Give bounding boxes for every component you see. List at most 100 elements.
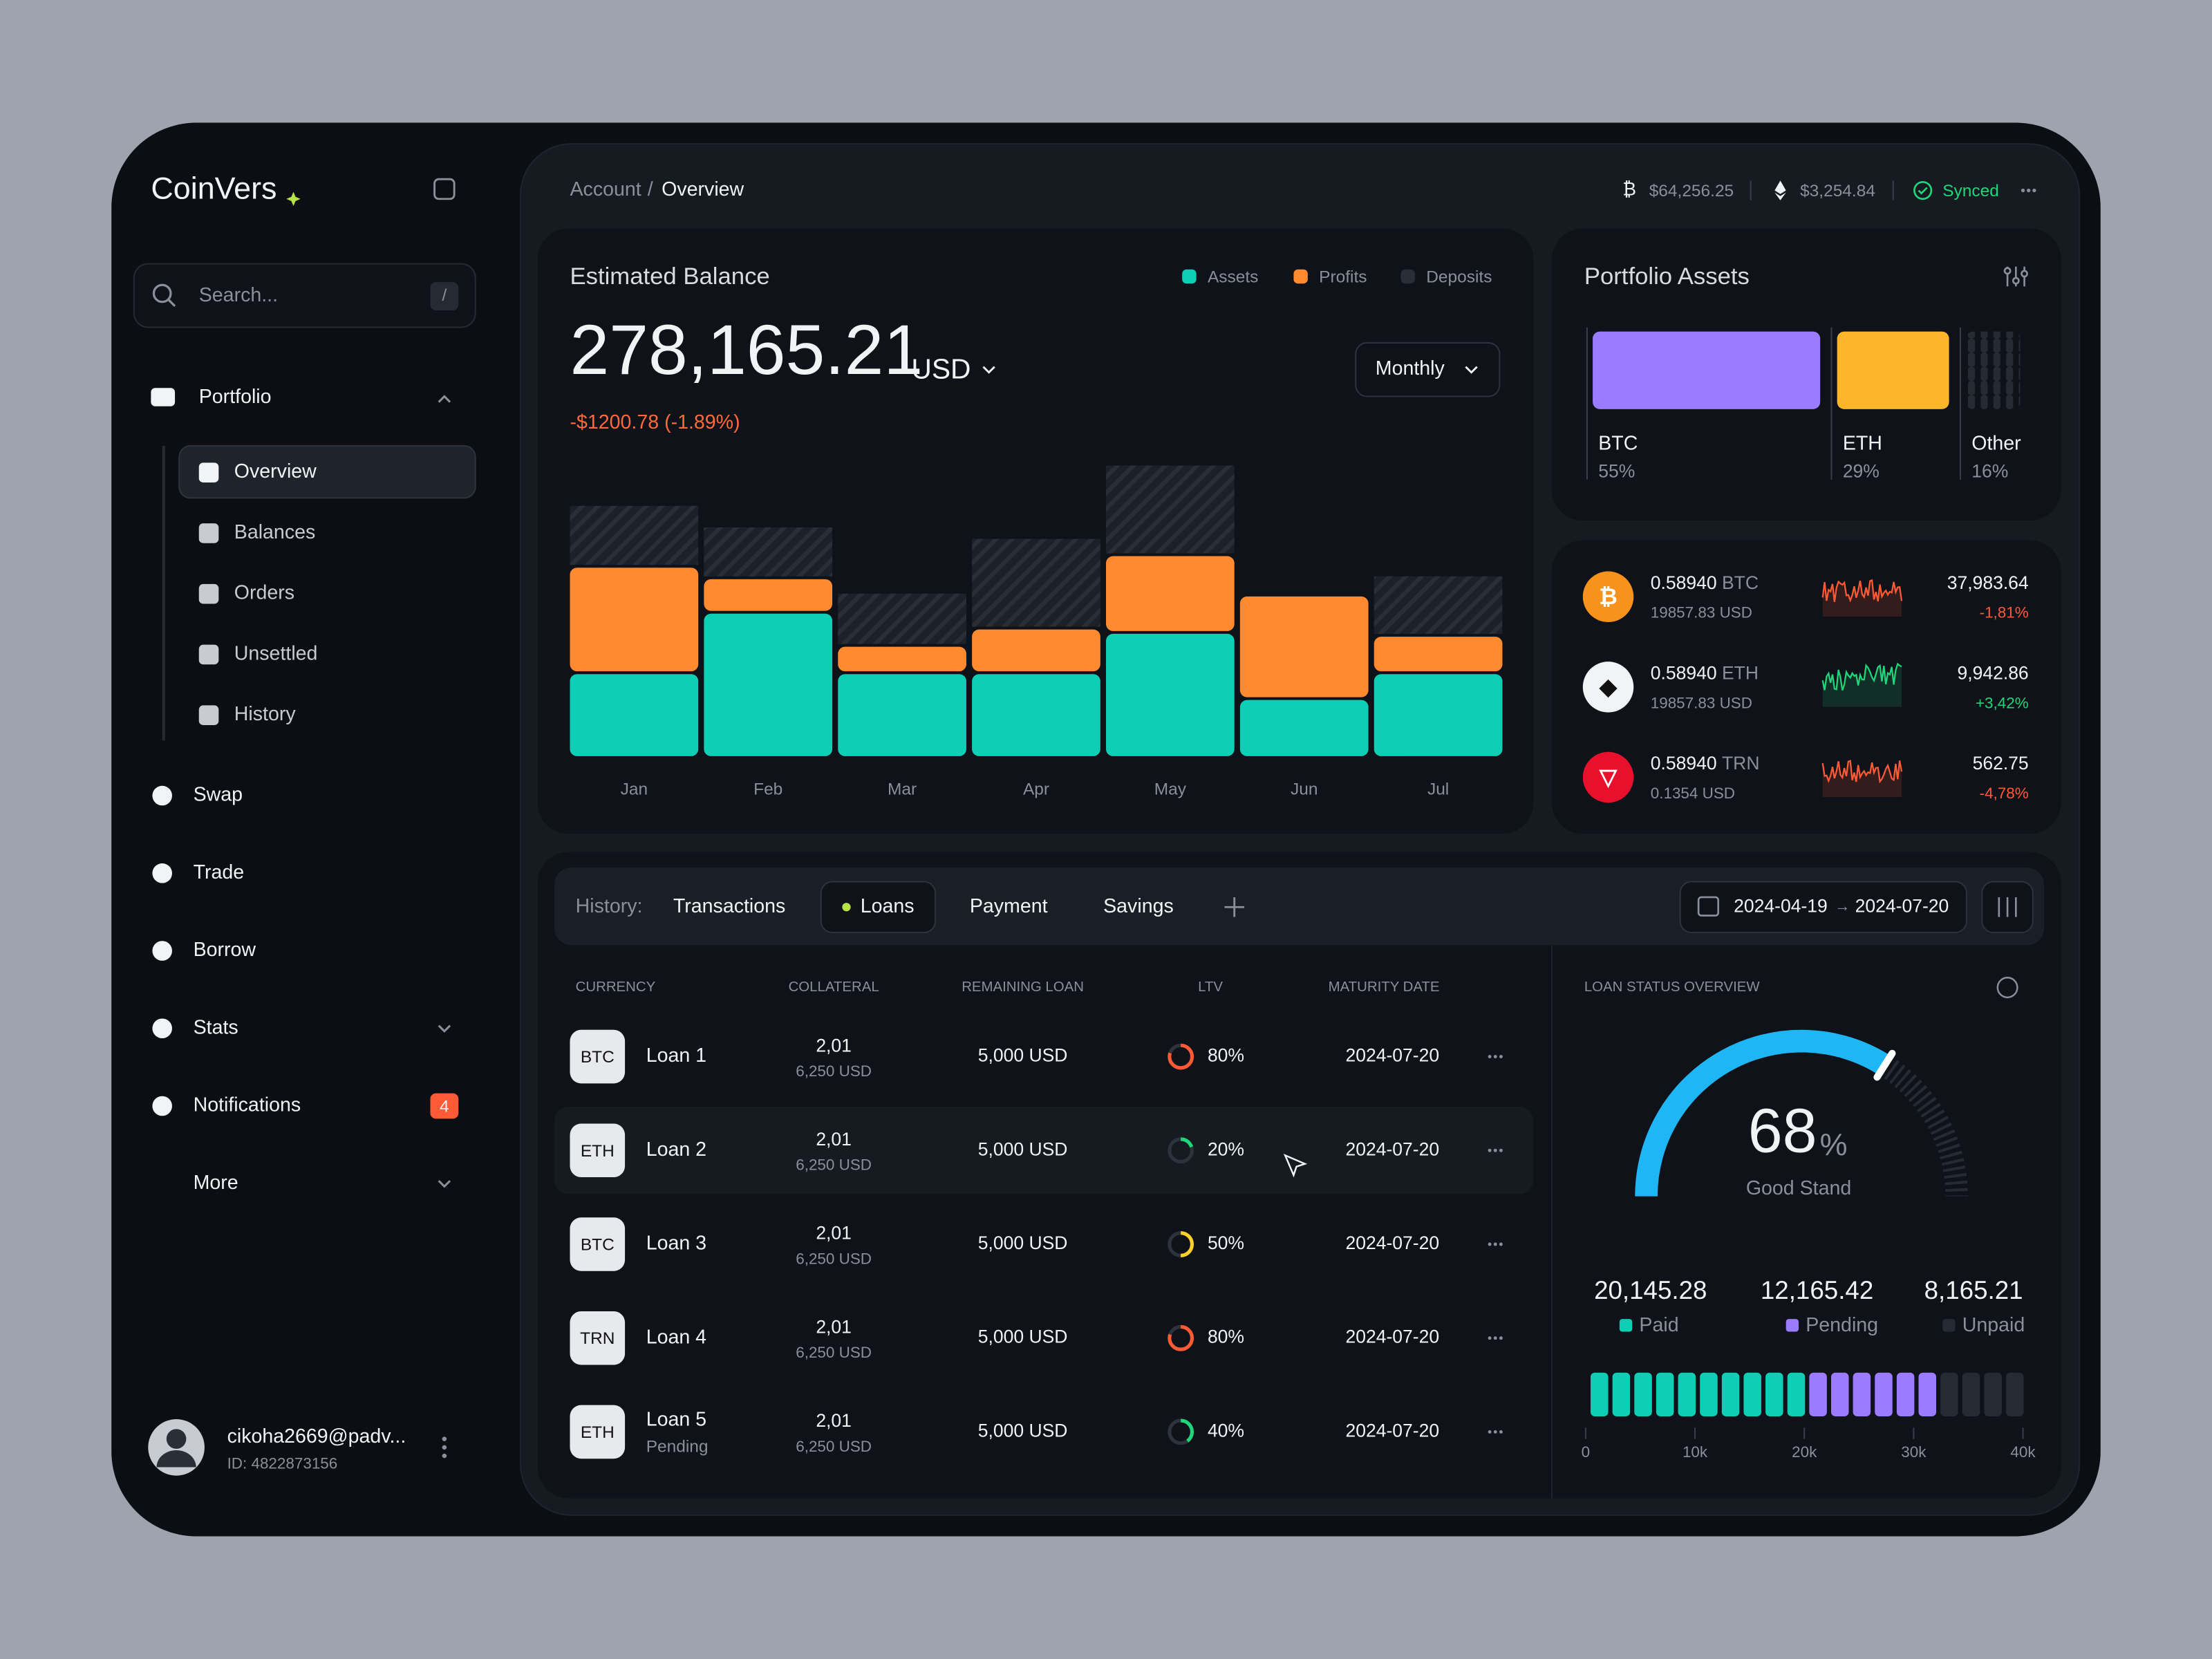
x-tick-label: 30k <box>1901 1443 1927 1461</box>
nav-item[interactable]: Notifications <box>194 1094 301 1116</box>
column-header: REMAINING LOAN <box>962 980 1084 995</box>
collateral: 2,01 <box>816 1129 852 1150</box>
active-tab-bg <box>820 881 937 933</box>
coin-usd: 0.1354 USD <box>1651 785 1735 802</box>
search-icon <box>152 283 172 303</box>
progress-block <box>1700 1372 1718 1416</box>
nav-item[interactable]: More <box>194 1172 238 1194</box>
nav-item[interactable]: Borrow <box>194 939 256 961</box>
coin-change: -4,78% <box>1980 785 2029 802</box>
x-tick-label: 10k <box>1683 1443 1708 1461</box>
row-menu-dot[interactable] <box>1499 1055 1503 1059</box>
ltv-ring <box>1168 1418 1194 1445</box>
sparkline-fill <box>1822 580 1902 617</box>
portfolio-icon[interactable] <box>151 388 176 406</box>
coin-price: 9,942.86 <box>1957 663 2028 684</box>
collateral-usd: 6,250 USD <box>796 1156 872 1174</box>
progress-block <box>1940 1372 1958 1416</box>
history-tab[interactable]: Savings <box>1103 895 1174 917</box>
portfolio-label[interactable]: Portfolio <box>199 386 272 408</box>
submenu-item[interactable]: Overview <box>234 460 317 482</box>
row-menu-dot[interactable] <box>1493 1242 1497 1246</box>
coin-change: -1,81% <box>1980 604 2029 621</box>
more-dot <box>2027 188 2031 193</box>
progress-block <box>1765 1372 1783 1416</box>
breadcrumb-parent[interactable]: Account <box>570 178 641 200</box>
add-tab[interactable] <box>1224 897 1244 917</box>
currency-code: TRN <box>580 1329 615 1348</box>
currency-code: BTC <box>581 1048 615 1067</box>
x-tick-label: Feb <box>753 780 782 798</box>
progress-block <box>1656 1372 1674 1416</box>
history-tab[interactable]: Payment <box>970 895 1048 917</box>
row-menu-dot[interactable] <box>1488 1336 1492 1340</box>
history-label: History: <box>576 895 643 917</box>
row-menu-dot[interactable] <box>1499 1242 1503 1246</box>
asset-bar <box>1837 331 1949 409</box>
row-menu-dot[interactable] <box>1499 1336 1503 1340</box>
row-menu-dot[interactable] <box>1499 1430 1503 1434</box>
remaining-loan: 5,000 USD <box>978 1138 1068 1159</box>
period-label[interactable]: Monthly <box>1376 357 1445 379</box>
coin-amount-value: 0.58940 <box>1651 753 1717 774</box>
legend-swatch <box>1182 269 1197 284</box>
row-menu-dot[interactable] <box>1499 1148 1503 1152</box>
info-icon[interactable] <box>1996 977 2018 999</box>
date-range[interactable] <box>1679 881 1967 933</box>
progress-block <box>2006 1372 2024 1416</box>
logo-spark <box>286 191 301 206</box>
row-menu-dot[interactable] <box>1488 1430 1492 1434</box>
menu-dot <box>442 1453 447 1459</box>
portfolio-title: Portfolio Assets <box>1584 263 1750 290</box>
row-menu-dot[interactable] <box>1493 1055 1497 1059</box>
row-menu-dot[interactable] <box>1488 1055 1492 1059</box>
nav-item[interactable]: Swap <box>194 784 243 806</box>
progress-block <box>1743 1372 1761 1416</box>
bar-segment <box>1374 576 1503 635</box>
segment-name: Unpaid <box>1962 1314 2025 1336</box>
user-email: cikoha2669@padv... <box>227 1425 406 1447</box>
row-menu-dot[interactable] <box>1493 1430 1497 1434</box>
row-menu-dot[interactable] <box>1488 1242 1492 1246</box>
submenu-item[interactable]: History <box>234 703 297 725</box>
coin-glyph: ▽ <box>1599 764 1618 789</box>
progress-block <box>1809 1372 1827 1416</box>
date-arrow: → <box>1835 897 1850 915</box>
asset-bar <box>1966 331 2021 409</box>
row-menu-dot[interactable] <box>1488 1148 1492 1152</box>
history-tab[interactable]: Transactions <box>673 895 785 917</box>
submenu-item[interactable]: Balances <box>234 521 316 543</box>
submenu-icon <box>198 523 219 543</box>
submenu-item[interactable]: Orders <box>234 582 294 604</box>
loan-status: Pending <box>646 1437 709 1456</box>
breadcrumb-current: Overview <box>662 178 744 200</box>
remaining-loan: 5,000 USD <box>978 1045 1068 1066</box>
search-box[interactable] <box>133 263 476 328</box>
notification-badge <box>430 1093 459 1119</box>
legend-label: Profits <box>1319 268 1367 287</box>
coin-symbol: ETH <box>1722 663 1759 684</box>
currency-badge <box>570 1029 626 1084</box>
row-highlight[interactable] <box>554 1107 1534 1194</box>
nav-icon <box>152 1096 172 1116</box>
ltv-label: 80% <box>1208 1045 1244 1066</box>
collapse-button[interactable] <box>433 178 456 200</box>
collateral: 2,01 <box>816 1410 852 1431</box>
nav-item[interactable]: Stats <box>194 1016 238 1038</box>
row-menu-dot[interactable] <box>1493 1336 1497 1340</box>
asset-bar <box>1593 331 1821 409</box>
period-select[interactable] <box>1355 341 1501 397</box>
bar-segment <box>570 674 699 756</box>
column-header: LTV <box>1198 980 1223 995</box>
collateral-usd: 6,250 USD <box>796 1438 872 1455</box>
x-tick-label: 0 <box>1582 1443 1590 1461</box>
submenu-item[interactable]: Unsettled <box>234 642 318 664</box>
sync-status: Synced <box>1942 182 1999 200</box>
history-tab[interactable]: Loans <box>861 895 915 917</box>
nav-item[interactable]: Trade <box>194 861 245 883</box>
bar-segment <box>1374 637 1503 672</box>
x-tick-label: Jun <box>1291 780 1318 798</box>
column-header: COLLATERAL <box>789 980 879 995</box>
row-menu-dot[interactable] <box>1493 1148 1497 1152</box>
